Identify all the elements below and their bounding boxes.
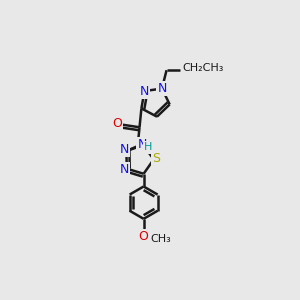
Text: CH₃: CH₃ [151, 234, 171, 244]
Text: H: H [144, 142, 152, 152]
Text: N: N [119, 143, 129, 156]
Text: O: O [112, 117, 122, 130]
Text: O: O [138, 230, 148, 243]
Text: N: N [119, 163, 129, 176]
Text: S: S [152, 152, 160, 165]
Text: CH₂CH₃: CH₂CH₃ [182, 63, 224, 73]
Text: N: N [157, 82, 167, 95]
Text: N: N [138, 139, 147, 152]
Text: N: N [140, 85, 149, 98]
